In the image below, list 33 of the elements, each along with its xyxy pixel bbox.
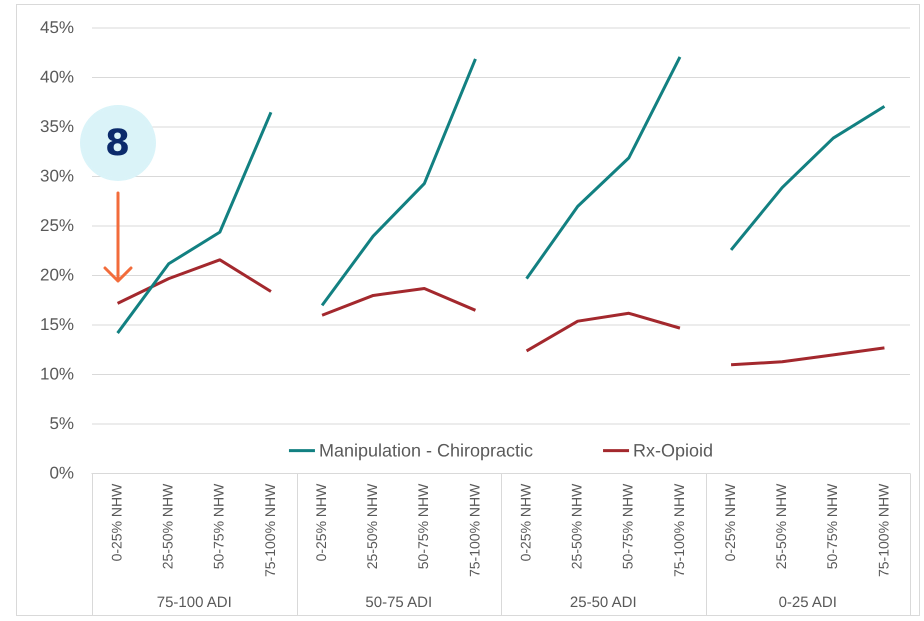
number-badge: 8 bbox=[80, 105, 156, 182]
x-tick-label: 50-75% NHW bbox=[210, 482, 227, 570]
y-tick-label: 35% bbox=[40, 116, 74, 136]
text: 75-100 ADI bbox=[156, 594, 232, 612]
y-tick-label: 20% bbox=[40, 265, 74, 284]
x-tick-label: 0-25% NHW bbox=[108, 482, 124, 562]
y-tick-label: 10% bbox=[40, 364, 74, 384]
x-tick-label: 0-25% NHW bbox=[517, 482, 534, 562]
x-tick-label: 0-25% NHW bbox=[312, 482, 329, 562]
x-tick-label: 75-100% NHW bbox=[670, 482, 687, 578]
text: 0-25 ADI bbox=[778, 594, 837, 612]
x-tick-label: 75-100% NHW bbox=[262, 482, 278, 578]
y-tick-label: 40% bbox=[40, 67, 74, 86]
legend-label: Manipulation - Chiropractic bbox=[318, 440, 534, 461]
x-tick-label: 50-75% NHW bbox=[415, 482, 432, 570]
x-tick-label: 25-50% NHW bbox=[160, 482, 176, 570]
x-tick-label: 50-75% NHW bbox=[824, 482, 840, 570]
text: 50-75 ADI bbox=[365, 594, 432, 612]
x-tick-label: 50-75% NHW bbox=[620, 482, 636, 570]
y-tick-label: 30% bbox=[40, 166, 74, 186]
y-tick-label: 25% bbox=[40, 216, 74, 235]
text: 25-50 ADI bbox=[570, 594, 637, 612]
y-tick-label: 15% bbox=[40, 314, 74, 334]
x-tick-label: 0-25% NHW bbox=[722, 482, 738, 562]
x-tick-label: 25-50% NHW bbox=[364, 482, 380, 570]
y-tick-label: 5% bbox=[49, 414, 74, 433]
x-tick-label: 25-50% NHW bbox=[773, 482, 790, 570]
legend-label: Rx-Opioid bbox=[633, 440, 714, 461]
x-tick-label: 25-50% NHW bbox=[568, 482, 585, 570]
x-tick-label: 75-100% NHW bbox=[875, 482, 892, 578]
y-tick-label: 0% bbox=[49, 463, 74, 482]
x-tick-label: 75-100% NHW bbox=[466, 482, 482, 578]
y-tick-label: 45% bbox=[40, 18, 74, 37]
